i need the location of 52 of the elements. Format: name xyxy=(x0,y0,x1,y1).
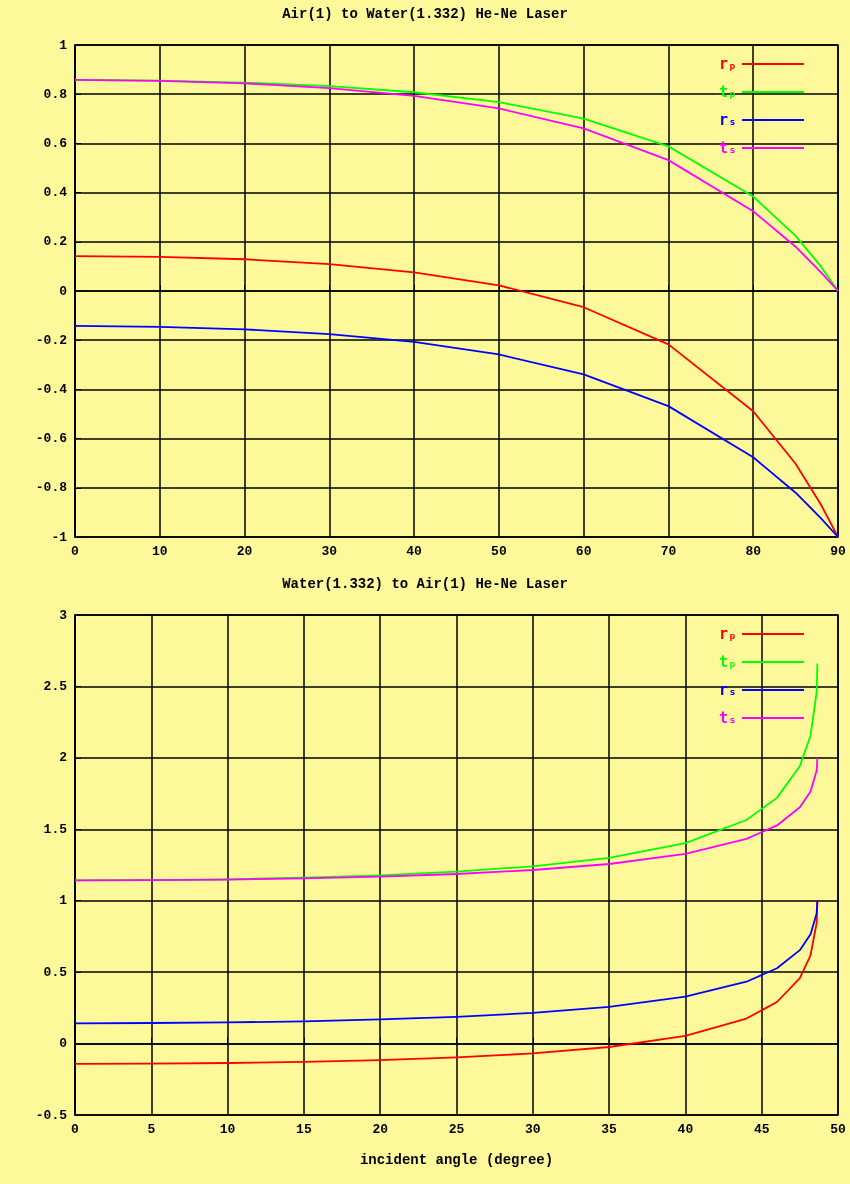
x-tick-label: 25 xyxy=(448,1122,465,1137)
x-tick-label: 40 xyxy=(677,1122,694,1137)
x-tick-label: 20 xyxy=(372,1122,389,1137)
y-tick-label: -1 xyxy=(51,529,68,545)
y-tick-label: -0.6 xyxy=(35,431,68,447)
y-tick-label: 1 xyxy=(59,37,68,53)
x-tick-label: 45 xyxy=(753,1122,770,1137)
y-tick-label: 0.4 xyxy=(43,185,68,201)
y-tick-label: 0 xyxy=(59,283,68,299)
x-tick-label: 60 xyxy=(575,544,592,559)
y-tick-label: 0.5 xyxy=(43,964,68,980)
y-tick-label: 1.5 xyxy=(43,821,68,837)
y-tick-label: 1 xyxy=(59,893,68,909)
line-series xyxy=(74,756,819,882)
line-series xyxy=(74,79,839,292)
x-tick-label: 50 xyxy=(830,1122,846,1137)
y-tick-label: 2 xyxy=(59,750,68,766)
legend-label: tₛ xyxy=(718,139,737,157)
y-tick-label: 0.8 xyxy=(43,86,68,102)
legend-label: rₛ xyxy=(718,111,737,129)
x-tick-label: 90 xyxy=(830,544,846,559)
x-tick-label: 80 xyxy=(745,544,762,559)
x-tick-label: 10 xyxy=(151,544,168,559)
y-tick-label: 0.2 xyxy=(43,234,68,250)
x-tick-label: 50 xyxy=(491,544,507,559)
y-tick-label: 3 xyxy=(59,607,68,623)
y-tick-label: -0.2 xyxy=(35,332,68,348)
legend-label: tₚ xyxy=(718,653,737,671)
x-tick-label: 0 xyxy=(71,544,80,559)
y-tick-label: 0.6 xyxy=(43,135,68,151)
y-tick-label: 2.5 xyxy=(43,678,68,694)
x-tick-label: 30 xyxy=(525,1122,541,1137)
legend-label: rₚ xyxy=(718,55,737,73)
line-series xyxy=(74,899,819,1025)
x-tick-label: 15 xyxy=(296,1122,312,1137)
x-tick-label: 35 xyxy=(601,1122,618,1137)
legend-label: rₚ xyxy=(718,625,737,643)
chart-title: Water(1.332) to Air(1) He-Ne Laser xyxy=(282,576,568,592)
legend-label: tₛ xyxy=(718,709,737,727)
y-tick-label: 0 xyxy=(59,1036,68,1052)
y-tick-label: -0.4 xyxy=(35,381,68,397)
x-tick-label: 20 xyxy=(236,544,253,559)
x-tick-label: 10 xyxy=(219,1122,236,1137)
x-tick-label: 40 xyxy=(406,544,423,559)
x-tick-label: 0 xyxy=(71,1122,80,1137)
x-tick-label: 70 xyxy=(660,544,677,559)
y-tick-label: -0.5 xyxy=(35,1107,68,1123)
x-axis-title: incident angle (degree) xyxy=(359,1152,554,1168)
y-tick-label: -0.8 xyxy=(35,480,68,496)
x-tick-label: 30 xyxy=(321,544,338,559)
x-tick-label: 5 xyxy=(147,1122,156,1137)
chart-title: Air(1) to Water(1.332) He-Ne Laser xyxy=(282,6,568,22)
